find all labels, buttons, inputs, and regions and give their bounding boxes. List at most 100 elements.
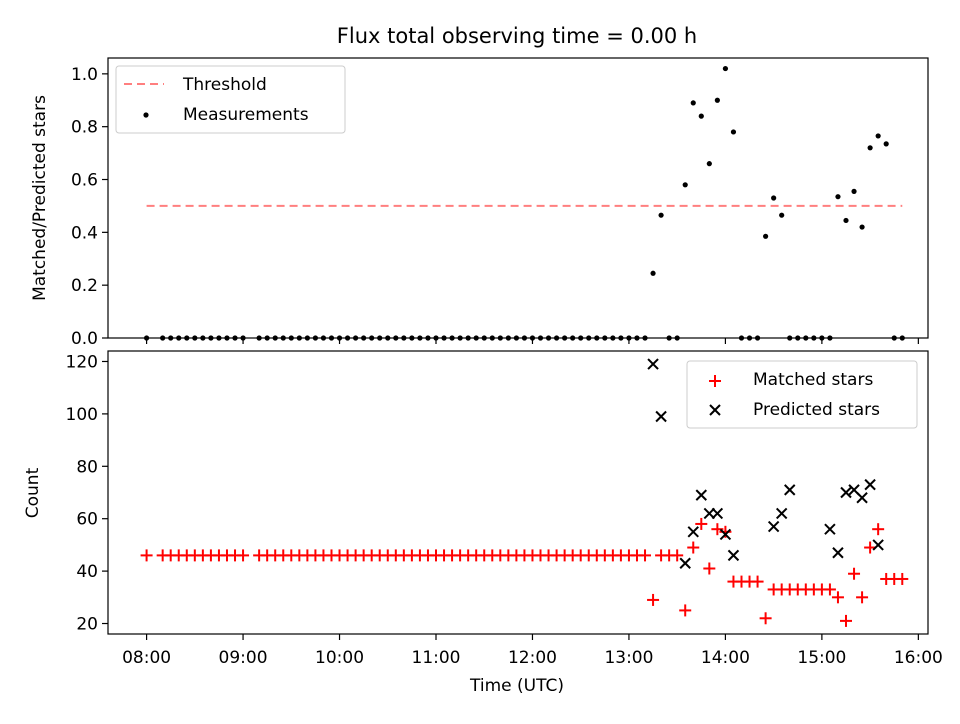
matched-star-point [695,517,708,530]
matched-star-point [237,549,250,562]
measurement-point [722,65,729,72]
matched-star-point [647,593,660,606]
measurement-point [537,335,544,341]
measurement-point [545,335,552,341]
measurement-point [730,129,737,135]
measurement-point [433,335,439,341]
measurement-point [216,335,222,341]
predicted-star-point [767,520,780,533]
measurement-point [779,212,785,218]
figure-title: Flux total observing time = 0.00 h [337,24,697,48]
measurement-point [682,182,688,188]
measurement-point [899,335,905,341]
bottom-ytick-label: 120 [66,352,98,372]
measurement-point [795,335,801,341]
measurement-point [811,335,817,341]
measurement-point [264,335,270,341]
measurement-point [819,335,825,341]
matched-star-point [896,572,909,585]
measurement-point [803,335,809,341]
matched-star-point [759,612,772,625]
legend-threshold-label: Threshold [182,75,267,95]
measurement-point [256,335,262,341]
measurement-point [843,217,849,224]
predicted-star-point [840,486,852,499]
matched-star-point [679,604,692,617]
measurement-point [296,335,302,341]
bottom-ytick-label: 100 [66,405,98,425]
measurement-point [176,335,182,341]
measurement-point [168,335,174,341]
measurement-point [208,335,214,341]
measurement-point [232,335,238,341]
measurement-point [393,335,399,341]
bottom-xtick-label: 16:00 [894,648,943,668]
bottom-xtick-label: 10:00 [315,648,364,668]
measurement-point [409,335,415,341]
predicted-star-point [687,526,699,538]
bottom-xtick-label: 15:00 [797,648,846,668]
top-ylabel: Matched/Predicted stars [30,95,50,301]
measurement-point [626,335,632,341]
matched-star-point [864,541,877,554]
predicted-star-point [784,484,796,496]
measurement-point [771,195,777,201]
measurement-point [610,335,616,341]
measurement-point [618,335,624,341]
measurement-point [288,335,294,341]
predicted-star-point [679,557,691,569]
measurement-point [738,335,745,341]
bottom-ylabel: Count [23,467,43,518]
matched-star-point [639,549,652,562]
matched-star-point [848,567,861,580]
measurement-point [787,335,793,341]
measurement-point [280,335,286,341]
bottom-xtick-label: 08:00 [122,648,171,668]
measurement-point [192,335,198,341]
legend-matched-label: Matched stars [753,370,873,390]
bottom-xtick-label: 11:00 [412,648,461,668]
measurement-point [867,145,873,151]
top-ytick-label: 0.6 [71,171,98,191]
measurement-point [465,335,471,341]
legend-measurements-label: Measurements [183,105,309,125]
bottom-panel: 20 40 60 80 100 120 08:00 09:00 10:00 11:00 12:00… [23,350,943,696]
measurement-point [875,133,881,139]
measurement-point [401,335,407,341]
top-legend-box [115,65,346,134]
top-legend: Threshold Measurements [115,65,346,134]
top-ytick-label: 1.0 [71,65,98,85]
measurement-point [441,335,447,341]
measurement-point [835,194,841,200]
measurement-point [184,335,190,341]
bottom-ytick-label: 80 [76,457,98,477]
measurement-point [706,161,712,167]
measurement-point [851,188,857,194]
bottom-legend-box [686,360,918,429]
matched-star-point [831,591,844,604]
measurement-point [353,335,359,341]
measurement-point [746,335,753,341]
matched-star-point [840,614,852,627]
bottom-ytick-label: 40 [76,562,98,582]
predicted-star-point [832,547,844,559]
measurement-point [513,335,519,341]
measurement-point [883,141,889,147]
measurement-point [385,335,391,341]
matched-star-point [703,562,716,575]
bottom-xtick-label: 09:00 [219,648,268,668]
matched-star-point [719,525,732,538]
measurement-point [143,335,150,341]
bottom-ytick-label: 20 [76,615,98,635]
predicted-star-point [727,549,740,562]
legend-measurements-swatch [143,112,149,118]
bottom-legend: Matched stars Predicted stars [686,360,918,429]
measurement-point [594,335,600,341]
measurement-point [224,335,230,341]
measurement-point [489,335,495,341]
measurement-point [827,335,833,341]
measurement-point [320,335,327,341]
top-ytick-label: 0.4 [71,223,98,243]
measurement-point [200,335,206,341]
